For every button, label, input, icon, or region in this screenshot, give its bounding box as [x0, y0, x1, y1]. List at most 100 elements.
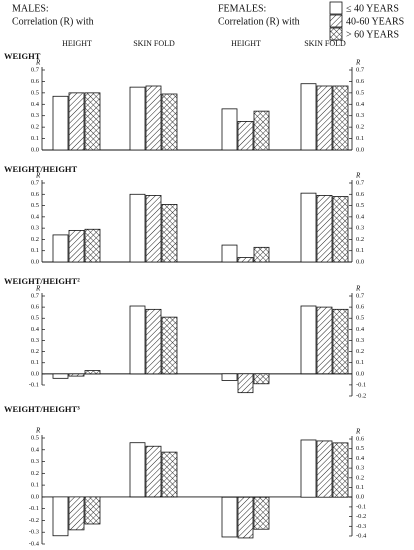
- y2-tick-label: 0.1: [356, 359, 364, 366]
- bar: [300, 439, 317, 498]
- bar: [129, 193, 146, 263]
- y-tick-label: 0.0: [31, 370, 39, 377]
- y-tick-label: 0.4: [31, 446, 40, 453]
- y-tick-label: -0.1: [29, 505, 39, 512]
- bar: [316, 440, 333, 498]
- y2-tick-label: 0.6: [356, 191, 365, 198]
- bar: [221, 108, 238, 151]
- y-tick-label: 0.5: [31, 202, 39, 209]
- y2-tick-label: 0.7: [356, 179, 365, 186]
- bar: [145, 195, 162, 263]
- y-tick-label: 0.3: [31, 458, 39, 465]
- axis2-label: R: [355, 172, 361, 180]
- bar: [300, 192, 317, 263]
- y-tick-label: 0.5: [31, 315, 39, 322]
- y2-tick-label: 0.0: [356, 370, 364, 377]
- y2-tick-label: -0.2: [356, 392, 366, 399]
- y2-tick-label: 0.3: [356, 112, 364, 119]
- axis2-label: R: [355, 285, 361, 293]
- y2-tick-label: 0.7: [356, 292, 365, 299]
- bar: [253, 246, 270, 263]
- bar: [84, 496, 101, 525]
- y2-tick-label: 0.6: [356, 435, 365, 442]
- category-label: SKIN FOLD: [133, 39, 175, 48]
- panel-title: WEIGHT/HEIGHT²: [4, 276, 80, 286]
- y-tick-label: 0.2: [31, 348, 39, 355]
- y-tick-label: 0.1: [31, 359, 39, 366]
- axis-label: R: [35, 59, 41, 67]
- y-tick-label: -0.1: [29, 381, 39, 388]
- y-tick-label: 0.7: [31, 66, 40, 73]
- bar: [221, 244, 238, 263]
- females-heading: FEMALES:: [218, 3, 266, 14]
- y2-tick-label: 0.4: [356, 326, 365, 333]
- panel-title: WEIGHT/HEIGHT: [4, 164, 78, 174]
- y-tick-label: 0.3: [31, 112, 39, 119]
- y-tick-label: 0.5: [31, 89, 39, 96]
- y2-tick-label: 0.2: [356, 348, 364, 355]
- y-tick-label: 0.4: [31, 326, 40, 333]
- bar: [316, 306, 333, 375]
- bar: [145, 308, 162, 375]
- y2-tick-label: 0.0: [356, 494, 364, 501]
- bar: [253, 496, 270, 530]
- y2-tick-label: 0.2: [356, 474, 364, 481]
- legend-label: 40-60 YEARS: [346, 16, 404, 27]
- bar: [129, 86, 146, 151]
- y2-tick-label: 0.0: [356, 146, 364, 153]
- bar: [237, 257, 254, 263]
- y2-tick-label: 0.3: [356, 225, 364, 232]
- panel-title: WEIGHT: [4, 51, 41, 61]
- y-tick-label: 0.3: [31, 225, 39, 232]
- bar: [237, 373, 254, 394]
- bar: [221, 373, 238, 381]
- y-tick-label: 0.0: [31, 493, 39, 500]
- bar: [237, 496, 254, 539]
- bar: [52, 496, 69, 537]
- y-tick-label: 0.0: [31, 146, 39, 153]
- males-subheading: Correlation (R) with: [12, 16, 94, 27]
- category-label: HEIGHT: [231, 39, 261, 48]
- y2-tick-label: 0.5: [356, 202, 364, 209]
- bar: [84, 370, 101, 375]
- y-tick-label: 0.2: [31, 236, 39, 243]
- axis-label: R: [35, 285, 41, 293]
- y-tick-label: 0.4: [31, 101, 40, 108]
- y-tick-label: 0.1: [31, 135, 39, 142]
- y2-tick-label: -0.1: [356, 381, 366, 388]
- y-tick-label: 0.5: [31, 434, 39, 441]
- bar: [253, 110, 270, 151]
- legend-label: ≤ 40 YEARS: [346, 3, 399, 14]
- y-tick-label: -0.2: [29, 517, 39, 524]
- axis-label: R: [35, 427, 41, 435]
- y-tick-label: 0.4: [31, 213, 40, 220]
- bar: [300, 83, 317, 151]
- y-tick-label: 0.0: [31, 258, 39, 265]
- y2-tick-label: 0.5: [356, 445, 364, 452]
- bar: [68, 373, 85, 377]
- axis-label: R: [35, 172, 41, 180]
- y-tick-label: -0.4: [29, 540, 40, 547]
- y2-tick-label: 0.1: [356, 484, 364, 491]
- females-subheading: Correlation (R) with: [218, 16, 300, 27]
- y2-tick-label: 0.3: [356, 465, 364, 472]
- bar: [332, 442, 349, 498]
- y-tick-label: 0.6: [31, 191, 40, 198]
- y2-tick-label: 0.2: [356, 236, 364, 243]
- males-heading: MALES:: [12, 3, 49, 14]
- y-tick-label: 0.7: [31, 179, 40, 186]
- axis2-label: R: [355, 59, 361, 67]
- legend-label: > 60 YEARS: [346, 29, 399, 40]
- bar: [145, 445, 162, 498]
- y-tick-label: 0.1: [31, 247, 39, 254]
- bar: [52, 95, 69, 151]
- y2-tick-label: 0.6: [356, 78, 365, 85]
- y2-tick-label: -0.1: [356, 503, 366, 510]
- y2-tick-label: 0.1: [356, 135, 364, 142]
- y2-tick-label: -0.4: [356, 532, 367, 539]
- bar: [237, 121, 254, 151]
- y-tick-label: 0.2: [31, 470, 39, 477]
- bar: [129, 442, 146, 498]
- y2-tick-label: 0.7: [356, 66, 365, 73]
